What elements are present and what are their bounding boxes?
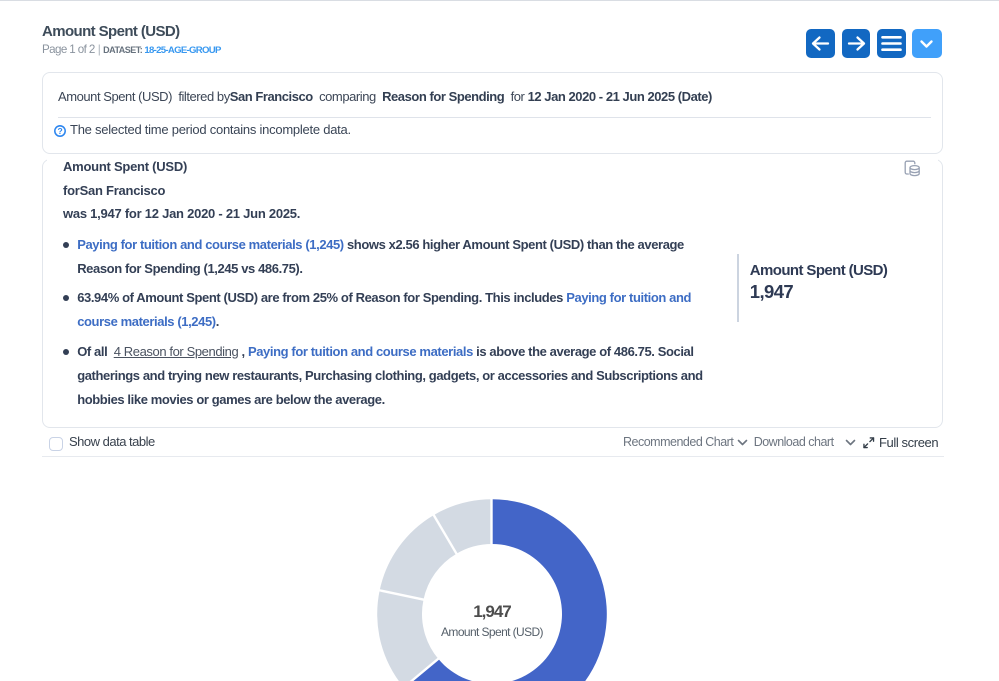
svg-text:?: ? (58, 126, 63, 136)
